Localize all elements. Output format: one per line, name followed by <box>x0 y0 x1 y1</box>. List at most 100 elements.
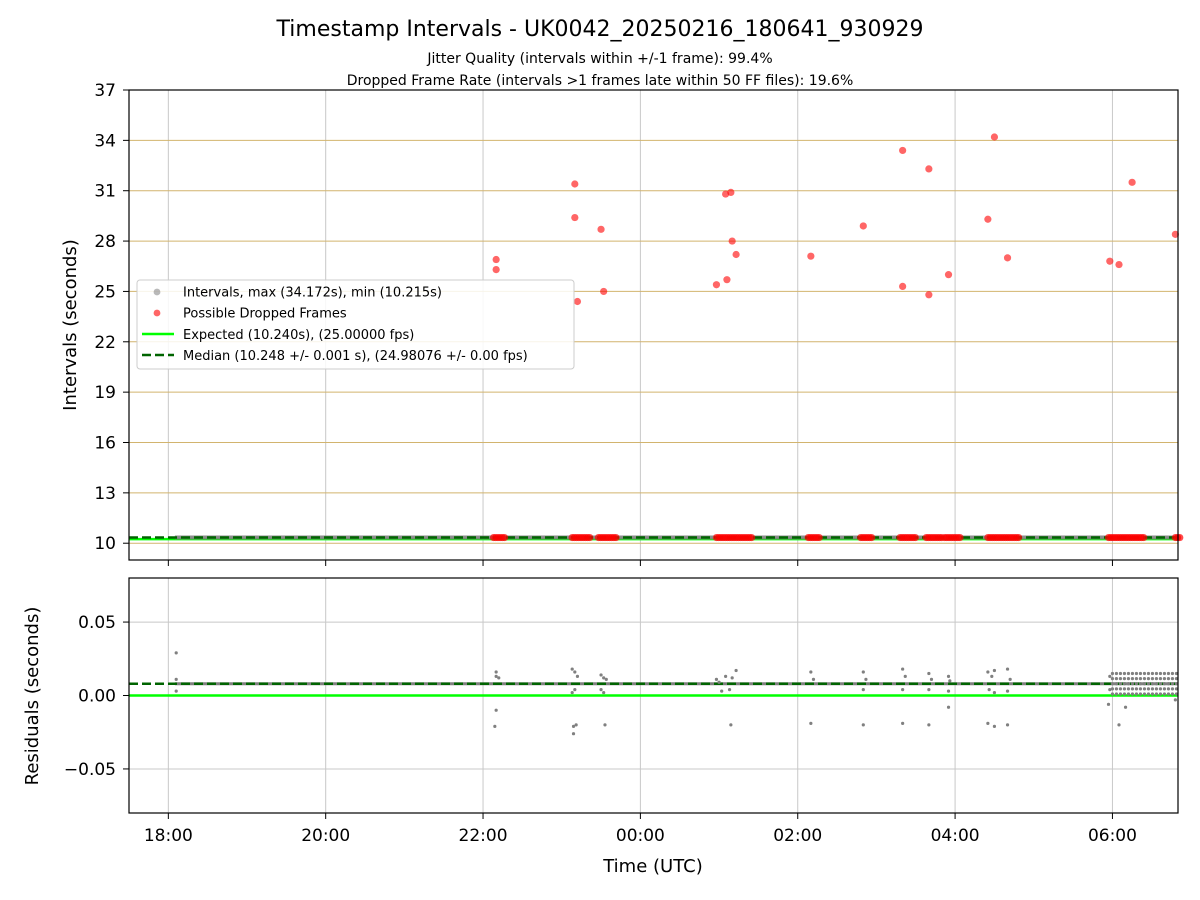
residual-point <box>1146 677 1151 681</box>
residual-point <box>1174 671 1179 676</box>
dropped-frame-point <box>597 225 605 233</box>
dropped-frame-point <box>911 533 920 542</box>
x-tick-label: 20:00 <box>301 826 350 846</box>
residual-point <box>1150 677 1155 681</box>
legend: Intervals, max (34.172s), min (10.215s) … <box>136 279 575 370</box>
residual-point <box>927 688 931 692</box>
residual-point <box>1150 687 1155 691</box>
residual-point <box>1150 671 1155 676</box>
residual-point <box>574 723 578 727</box>
residual-point <box>1166 692 1171 696</box>
residual-point <box>1146 682 1151 686</box>
residual-point <box>717 680 721 684</box>
residual-point <box>730 676 734 680</box>
residual-point <box>1114 677 1119 681</box>
residual-point <box>986 721 990 726</box>
residual-point <box>1146 671 1151 676</box>
x-tick-label: 18:00 <box>144 826 193 846</box>
x-tick-label: 22:00 <box>459 826 508 846</box>
residual-point <box>1118 677 1123 681</box>
residual-point <box>1126 692 1131 696</box>
residual-point <box>1114 671 1119 676</box>
residual-point <box>1162 692 1167 696</box>
residual-point <box>1166 677 1171 681</box>
residual-point <box>1114 687 1119 691</box>
residual-point <box>1158 682 1163 686</box>
residual-point <box>1170 671 1175 676</box>
residual-point <box>1142 671 1147 676</box>
residual-point <box>1154 687 1159 691</box>
residual-point <box>948 679 952 683</box>
residual-point <box>714 677 719 681</box>
residual-point <box>1150 682 1155 686</box>
residual-point <box>927 723 931 727</box>
residual-point <box>1154 671 1159 676</box>
residual-point <box>864 677 868 681</box>
dropped-frame-point <box>586 533 594 542</box>
top-y-tick-label: 25 <box>94 282 116 302</box>
residual-point <box>604 677 608 681</box>
dropped-frame-point <box>899 282 907 290</box>
residual-point <box>1170 692 1175 696</box>
residual-point <box>1162 671 1167 676</box>
residual-point <box>1174 692 1179 696</box>
residual-point <box>1138 671 1143 676</box>
residual-point <box>1134 677 1139 681</box>
residual-point <box>1008 677 1012 681</box>
residual-point <box>1138 682 1143 686</box>
residual-point <box>1150 692 1155 696</box>
residual-point <box>1110 671 1115 676</box>
top-y-tick-label: 34 <box>94 131 116 151</box>
legend-entry-expected: Expected (10.240s), (25.00000 fps) <box>183 328 414 343</box>
residual-point <box>903 674 907 679</box>
top-y-axis-label: Intervals (seconds) <box>60 239 81 411</box>
bottom-x-axis: 18:00 20:00 22:00 00:00 02:00 04:00 06:00 <box>144 813 1137 846</box>
residual-point <box>570 667 574 671</box>
top-y-tick-label: 22 <box>94 333 116 353</box>
residual-point <box>927 671 931 676</box>
bottom-y-axis-label: Residuals (seconds) <box>22 607 43 786</box>
residual-point <box>861 723 865 727</box>
residual-point <box>1118 692 1123 696</box>
dropped-frame-point <box>1171 230 1179 238</box>
residual-point <box>1123 705 1128 709</box>
residual-point <box>1005 689 1010 693</box>
residual-point <box>861 670 865 674</box>
residual-point <box>1122 682 1127 686</box>
residual-point <box>1166 682 1171 686</box>
bottom-y-axis: 0.05 0.00 −0.05 <box>64 613 129 780</box>
dropped-frame-point <box>1176 533 1184 542</box>
dropped-frame-point <box>492 255 500 264</box>
residual-point <box>1146 692 1151 696</box>
residual-point <box>1106 702 1111 706</box>
residual-point <box>1162 677 1167 681</box>
figure-title: Timestamp Intervals - UK0042_20250216_18… <box>276 17 924 42</box>
x-tick-label: 02:00 <box>773 826 822 846</box>
dropped-frame-point <box>984 215 992 223</box>
residual-point <box>734 668 738 673</box>
dropped-frame-point <box>899 146 907 155</box>
residual-point <box>1110 677 1115 681</box>
residual-point <box>573 670 577 674</box>
residual-point <box>901 667 905 671</box>
top-x-axis-ticks <box>167 560 1113 566</box>
dropped-frame-point <box>712 281 721 289</box>
dropped-frame-point <box>748 533 756 542</box>
dropped-frame-point <box>500 533 509 542</box>
dropped-frame-point <box>859 222 867 230</box>
x-tick-label: 04:00 <box>931 826 980 846</box>
residual-point <box>901 721 905 726</box>
residual-point <box>599 673 603 677</box>
residual-point <box>724 674 728 679</box>
top-plot-frame <box>128 89 1179 561</box>
bottom-y-tick-label: −0.05 <box>64 760 116 780</box>
residual-point <box>1162 687 1167 691</box>
legend-entry-intervals: Intervals, max (34.172s), min (10.215s) <box>183 286 442 301</box>
residual-point <box>1154 677 1159 681</box>
dropped-frame-point <box>1015 533 1023 542</box>
dropped-frame-point <box>612 533 620 542</box>
top-y-tick-label: 10 <box>94 534 116 554</box>
residual-point <box>1173 698 1177 702</box>
residual-point <box>1174 687 1179 691</box>
